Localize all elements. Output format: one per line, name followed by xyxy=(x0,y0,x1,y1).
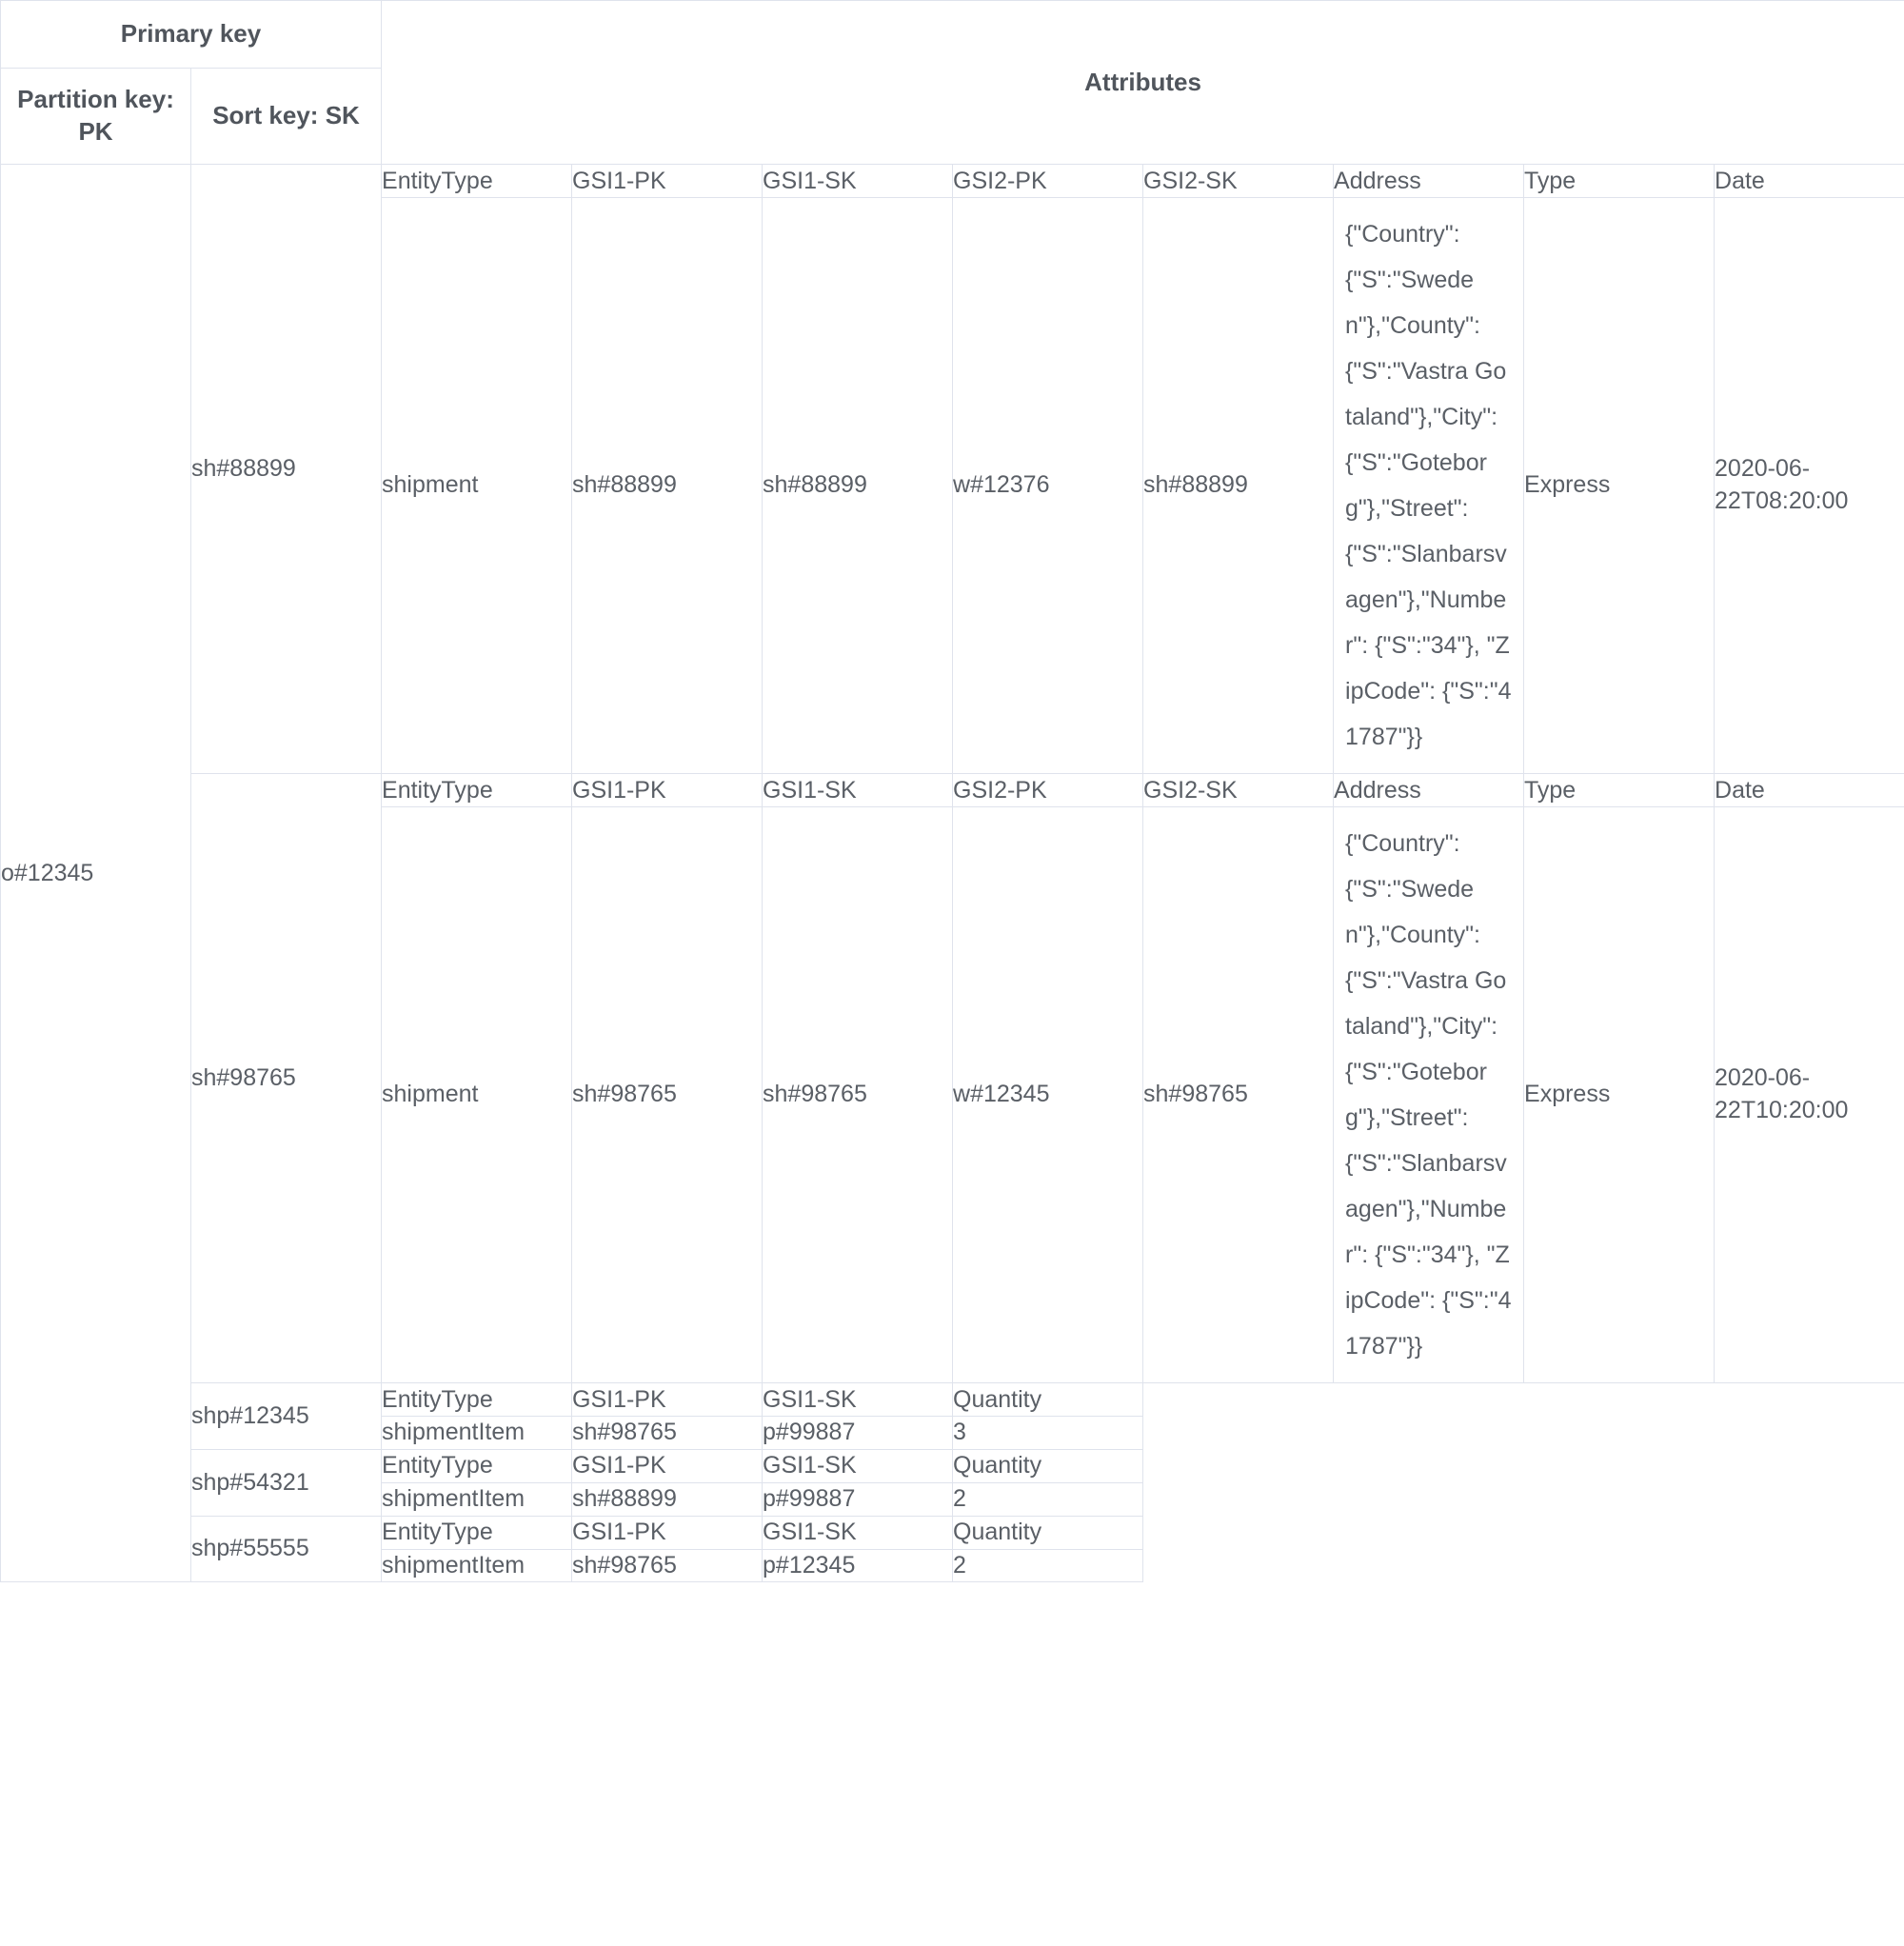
partition-key-header: Partition key: PK xyxy=(0,68,191,165)
record-row-item-2-values: shipmentItem sh#88899 p#99887 2 xyxy=(1,1481,1904,1517)
attributes-header: Attributes xyxy=(381,0,1904,165)
cell-gsi1-pk: sh#88899 xyxy=(571,1481,764,1517)
cell-address: {"Country": {"S":"Sweden"},"County": {"S… xyxy=(1333,197,1525,774)
col-header-quantity: Quantity xyxy=(952,1382,1144,1417)
cell-date: 2020-06-22T10:20:00 xyxy=(1714,806,1904,1383)
cell-gsi2-sk: sh#88899 xyxy=(1142,197,1335,774)
sort-key-cell-sh-88899: sh#88899 xyxy=(189,164,383,774)
cell-gsi1-sk: p#99887 xyxy=(762,1481,954,1517)
cell-gsi1-pk: sh#98765 xyxy=(571,1548,764,1583)
record-row-item-2-attrheader: shp#54321 EntityType GSI1-PK GSI1-SK Qua… xyxy=(1,1448,1904,1517)
col-header-type: Type xyxy=(1523,773,1716,807)
col-header-gsi1-sk: GSI1-SK xyxy=(762,1515,954,1550)
sort-key-cell-sh-98765: sh#98765 xyxy=(189,773,383,1383)
col-header-quantity: Quantity xyxy=(952,1448,1144,1483)
record-row-shipment-1-values: shipment sh#88899 sh#88899 w#12376 sh#88… xyxy=(1,197,1904,774)
cell-gsi1-sk: p#12345 xyxy=(762,1548,954,1583)
sort-key-cell-shp-54321: shp#54321 xyxy=(189,1448,383,1517)
record-row-item-3-attrheader: shp#55555 EntityType GSI1-PK GSI1-SK Qua… xyxy=(1,1515,1904,1583)
cell-gsi1-sk: p#99887 xyxy=(762,1416,954,1450)
cell-type: Express xyxy=(1523,806,1716,1383)
partition-key-cell: o#12345 xyxy=(0,163,191,1583)
cell-entitytype: shipmentItem xyxy=(381,1416,573,1450)
col-header-gsi2-sk: GSI2-SK xyxy=(1142,164,1335,198)
cell-date: 2020-06-22T08:20:00 xyxy=(1714,197,1904,774)
record-row-item-3-values: shipmentItem sh#98765 p#12345 2 xyxy=(1,1548,1904,1583)
cell-entitytype: shipmentItem xyxy=(381,1481,573,1517)
col-header-gsi1-pk: GSI1-PK xyxy=(571,1382,764,1417)
cell-gsi1-sk: sh#88899 xyxy=(762,197,954,774)
cell-gsi2-pk: w#12345 xyxy=(952,806,1144,1383)
cell-gsi1-pk: sh#98765 xyxy=(571,806,764,1383)
col-header-address: Address xyxy=(1333,773,1525,807)
header-row-keys: Partition key: PK Sort key: SK xyxy=(0,68,1904,165)
col-header-entitytype: EntityType xyxy=(381,1448,573,1483)
col-header-gsi1-pk: GSI1-PK xyxy=(571,164,764,198)
single-table-design: Primary key Attributes Partition key: PK… xyxy=(0,0,1904,1583)
col-header-quantity: Quantity xyxy=(952,1515,1144,1550)
col-header-gsi1-pk: GSI1-PK xyxy=(571,773,764,807)
cell-gsi1-pk: sh#88899 xyxy=(571,197,764,774)
cell-entitytype: shipmentItem xyxy=(381,1548,573,1583)
record-row-shipment-2-attrheader: sh#98765 EntityType GSI1-PK GSI1-SK GSI2… xyxy=(1,773,1904,1383)
cell-quantity: 3 xyxy=(952,1416,1144,1450)
header-row-primary: Primary key Attributes xyxy=(0,0,1904,165)
cell-entitytype: shipment xyxy=(381,197,573,774)
col-header-gsi1-pk: GSI1-PK xyxy=(571,1515,764,1550)
cell-quantity: 2 xyxy=(952,1481,1144,1517)
col-header-gsi2-pk: GSI2-PK xyxy=(952,164,1144,198)
col-header-entitytype: EntityType xyxy=(381,1515,573,1550)
record-row-item-1-values: shipmentItem sh#98765 p#99887 3 xyxy=(1,1416,1904,1450)
cell-gsi2-pk: w#12376 xyxy=(952,197,1144,774)
col-header-entitytype: EntityType xyxy=(381,164,573,198)
empty-region xyxy=(1142,1382,1904,1582)
cell-type: Express xyxy=(1523,197,1716,774)
col-header-entitytype: EntityType xyxy=(381,1382,573,1417)
col-header-gsi1-sk: GSI1-SK xyxy=(762,1448,954,1483)
cell-quantity: 2 xyxy=(952,1548,1144,1583)
col-header-entitytype: EntityType xyxy=(381,773,573,807)
sort-key-cell-shp-12345: shp#12345 xyxy=(189,1382,383,1450)
record-row-shipment-2-values: shipment sh#98765 sh#98765 w#12345 sh#98… xyxy=(1,806,1904,1383)
cell-address: {"Country": {"S":"Sweden"},"County": {"S… xyxy=(1333,806,1525,1383)
col-header-type: Type xyxy=(1523,164,1716,198)
col-header-gsi2-sk: GSI2-SK xyxy=(1142,773,1335,807)
col-header-date: Date xyxy=(1714,773,1904,807)
col-header-date: Date xyxy=(1714,164,1904,198)
col-header-address: Address xyxy=(1333,164,1525,198)
cell-gsi1-sk: sh#98765 xyxy=(762,806,954,1383)
cell-gsi1-pk: sh#98765 xyxy=(571,1416,764,1450)
record-row-item-1-attrheader: shp#12345 EntityType GSI1-PK GSI1-SK Qua… xyxy=(1,1382,1904,1582)
col-header-gsi2-pk: GSI2-PK xyxy=(952,773,1144,807)
col-header-gsi1-sk: GSI1-SK xyxy=(762,164,954,198)
record-row-shipment-1-attrheader: o#12345 sh#88899 EntityType GSI1-PK GSI1… xyxy=(0,163,1904,1583)
sort-key-cell-shp-55555: shp#55555 xyxy=(189,1515,383,1583)
col-header-gsi1-sk: GSI1-SK xyxy=(762,1382,954,1417)
cell-entitytype: shipment xyxy=(381,806,573,1383)
sort-key-header: Sort key: SK xyxy=(189,68,383,165)
col-header-gsi1-pk: GSI1-PK xyxy=(571,1448,764,1483)
primary-key-header: Primary key xyxy=(0,0,383,69)
cell-gsi2-sk: sh#98765 xyxy=(1142,806,1335,1383)
col-header-gsi1-sk: GSI1-SK xyxy=(762,773,954,807)
